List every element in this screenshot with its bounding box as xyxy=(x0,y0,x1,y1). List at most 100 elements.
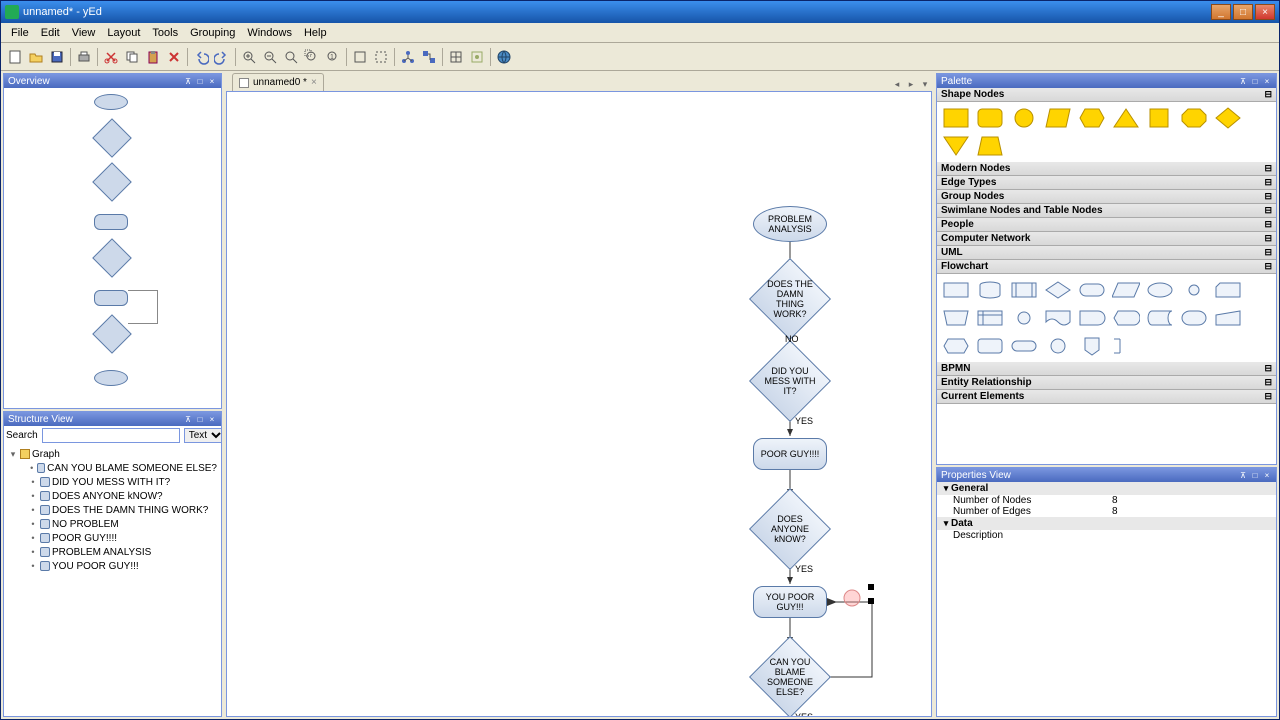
expand-icon[interactable]: ▾ xyxy=(941,518,951,529)
layout-icon[interactable] xyxy=(398,47,418,67)
fc-manual-input-icon[interactable] xyxy=(1213,306,1243,330)
palette-section-er[interactable]: Entity Relationship⊟ xyxy=(937,376,1276,390)
palette-section-swimlane[interactable]: Swimlane Nodes and Table Nodes⊟ xyxy=(937,204,1276,218)
fit-icon[interactable] xyxy=(350,47,370,67)
flowchart-node[interactable]: PROBLEM ANALYSIS xyxy=(753,206,827,242)
zoom-in-icon[interactable] xyxy=(239,47,259,67)
fc-stored-icon[interactable] xyxy=(1145,306,1175,330)
palette-section-current[interactable]: Current Elements⊟ xyxy=(937,390,1276,404)
panel-pin-icon[interactable]: ⊼ xyxy=(1238,470,1248,480)
fc-decision-icon[interactable] xyxy=(1043,278,1073,302)
panel-max-icon[interactable]: □ xyxy=(1250,470,1260,480)
save-icon[interactable] xyxy=(47,47,67,67)
print-icon[interactable] xyxy=(74,47,94,67)
fc-delay-icon[interactable] xyxy=(1077,306,1107,330)
tree-item[interactable]: •DID YOU MESS WITH IT? xyxy=(6,475,219,489)
menu-windows[interactable]: Windows xyxy=(241,25,298,41)
fc-pill-icon[interactable] xyxy=(1009,334,1039,358)
panel-close-icon[interactable]: × xyxy=(1262,76,1272,86)
fc-ellipse-icon[interactable] xyxy=(1145,278,1175,302)
fc-small-circle-icon[interactable] xyxy=(1009,306,1039,330)
redo-icon[interactable] xyxy=(212,47,232,67)
delete-icon[interactable] xyxy=(164,47,184,67)
layout2-icon[interactable] xyxy=(419,47,439,67)
shape-triangle2-icon[interactable] xyxy=(941,134,971,158)
expand-icon[interactable]: ▾ xyxy=(8,449,18,460)
grid-icon[interactable] xyxy=(446,47,466,67)
fc-rounded2-icon[interactable] xyxy=(1179,306,1209,330)
panel-max-icon[interactable]: □ xyxy=(1250,76,1260,86)
tab-close-icon[interactable]: × xyxy=(311,77,317,88)
maximize-button[interactable]: □ xyxy=(1233,4,1253,20)
fc-connector-icon[interactable] xyxy=(1179,278,1209,302)
fc-card-icon[interactable] xyxy=(1213,278,1243,302)
shape-rect-icon[interactable] xyxy=(941,106,971,130)
shape-hexagon-icon[interactable] xyxy=(1077,106,1107,130)
structure-tree[interactable]: ▾ Graph •CAN YOU BLAME SOMEONE ELSE?•DID… xyxy=(4,445,221,575)
property-row[interactable]: Description xyxy=(937,530,1276,541)
shape-octagon-icon[interactable] xyxy=(1179,106,1209,130)
palette-section-groups[interactable]: Group Nodes⊟ xyxy=(937,190,1276,204)
tab-next-icon[interactable]: ▸ xyxy=(904,77,918,91)
property-group[interactable]: ▾Data xyxy=(937,517,1276,530)
fc-manual-icon[interactable] xyxy=(941,306,971,330)
palette-section-people[interactable]: People⊟ xyxy=(937,218,1276,232)
fc-data-icon[interactable] xyxy=(1111,278,1141,302)
canvas[interactable]: PROBLEM ANALYSISDOES THE DAMN THING WORK… xyxy=(226,91,932,717)
fc-predefined-icon[interactable] xyxy=(1009,278,1039,302)
select-icon[interactable] xyxy=(371,47,391,67)
web-icon[interactable] xyxy=(494,47,514,67)
tree-item[interactable]: •CAN YOU BLAME SOMEONE ELSE? xyxy=(6,461,219,475)
document-tab[interactable]: unnamed0 * × xyxy=(232,73,324,91)
menu-file[interactable]: File xyxy=(5,25,35,41)
panel-max-icon[interactable]: □ xyxy=(195,414,205,424)
paste-icon[interactable] xyxy=(143,47,163,67)
snap-icon[interactable] xyxy=(467,47,487,67)
fc-process-icon[interactable] xyxy=(941,278,971,302)
menu-edit[interactable]: Edit xyxy=(35,25,66,41)
fc-internal-icon[interactable] xyxy=(975,306,1005,330)
palette-section-edges[interactable]: Edge Types⊟ xyxy=(937,176,1276,190)
tree-item[interactable]: •YOU POOR GUY!!! xyxy=(6,559,219,573)
tree-item[interactable]: •NO PROBLEM xyxy=(6,517,219,531)
zoom-fit-icon[interactable] xyxy=(281,47,301,67)
shape-roundrect-icon[interactable] xyxy=(975,106,1005,130)
shape-parallelogram-icon[interactable] xyxy=(1043,106,1073,130)
fc-circle2-icon[interactable] xyxy=(1043,334,1073,358)
menu-tools[interactable]: Tools xyxy=(146,25,184,41)
menu-view[interactable]: View xyxy=(66,25,102,41)
tree-root[interactable]: ▾ Graph xyxy=(6,447,219,461)
property-group[interactable]: ▾General xyxy=(937,482,1276,495)
palette-section-flowchart[interactable]: Flowchart⊟ xyxy=(937,260,1276,274)
copy-icon[interactable] xyxy=(122,47,142,67)
fc-offpage-icon[interactable] xyxy=(1077,334,1107,358)
palette-section-bpmn[interactable]: BPMN⊟ xyxy=(937,362,1276,376)
new-icon[interactable] xyxy=(5,47,25,67)
menu-layout[interactable]: Layout xyxy=(101,25,146,41)
panel-pin-icon[interactable]: ⊼ xyxy=(183,76,193,86)
fc-prep-icon[interactable] xyxy=(975,334,1005,358)
close-button[interactable]: × xyxy=(1255,4,1275,20)
tree-item[interactable]: •PROBLEM ANALYSIS xyxy=(6,545,219,559)
flowchart-node[interactable]: POOR GUY!!!! xyxy=(753,438,827,470)
expand-icon[interactable]: ▾ xyxy=(941,483,951,494)
tree-item[interactable]: •DOES THE DAMN THING WORK? xyxy=(6,503,219,517)
tree-item[interactable]: •DOES ANYONE kNOW? xyxy=(6,489,219,503)
shape-circle-icon[interactable] xyxy=(1009,106,1039,130)
fc-document-icon[interactable] xyxy=(1043,306,1073,330)
property-row[interactable]: Number of Nodes8 xyxy=(937,495,1276,506)
tree-item[interactable]: •POOR GUY!!!! xyxy=(6,531,219,545)
flowchart-node[interactable]: YOU POOR GUY!!! xyxy=(753,586,827,618)
panel-close-icon[interactable]: × xyxy=(207,76,217,86)
shape-triangle-icon[interactable] xyxy=(1111,106,1141,130)
zoom-1-icon[interactable]: 1 xyxy=(323,47,343,67)
cut-icon[interactable] xyxy=(101,47,121,67)
fc-annotation-icon[interactable] xyxy=(1111,334,1141,358)
zoom-out-icon[interactable] xyxy=(260,47,280,67)
overview-body[interactable] xyxy=(4,88,221,408)
tab-list-icon[interactable]: ▾ xyxy=(918,77,932,91)
palette-section-modern[interactable]: Modern Nodes⊟ xyxy=(937,162,1276,176)
search-type-select[interactable]: Text xyxy=(184,428,221,443)
menu-grouping[interactable]: Grouping xyxy=(184,25,241,41)
fc-loop-icon[interactable] xyxy=(941,334,971,358)
